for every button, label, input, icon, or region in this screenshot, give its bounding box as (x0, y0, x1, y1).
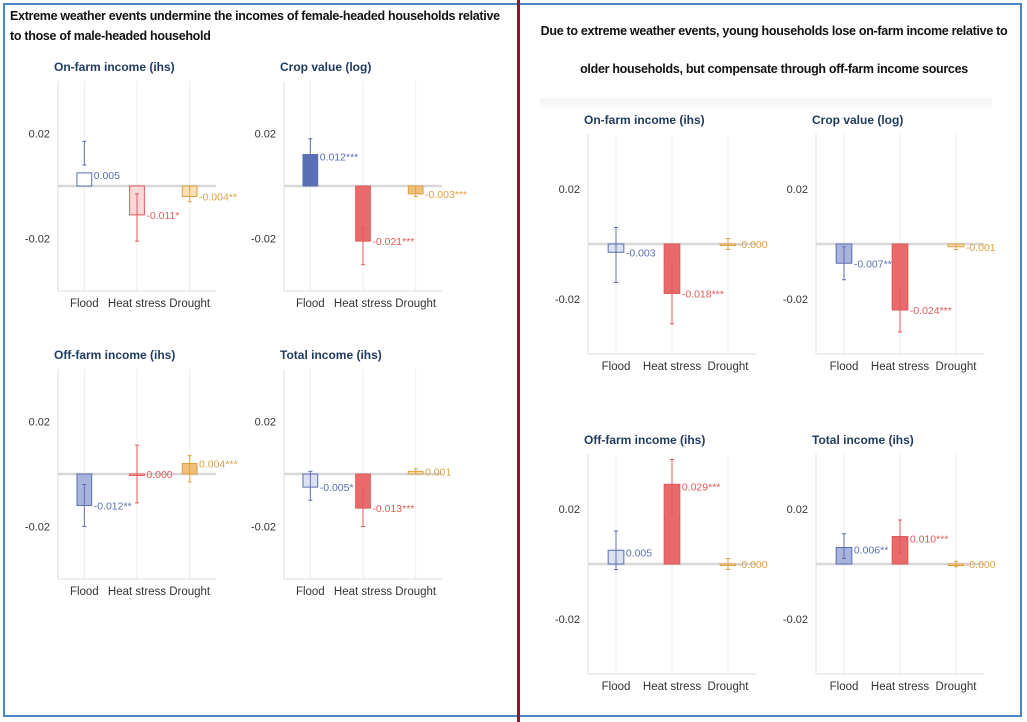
chart-left-total-income: Total income (ihs) 0.02 -0.02 -0.005* Flood -… (236, 343, 452, 601)
x-tick-label: Drought (708, 681, 750, 693)
x-tick-label: Heat stress (871, 361, 929, 373)
x-tick-label: Drought (169, 298, 211, 310)
data-label: 0.029*** (682, 481, 721, 493)
chart-title: Off-farm income (ihs) (584, 433, 705, 447)
chart-right-crop-value: Crop value (log) 0.02 -0.02 -0.007** Flood -0… (768, 108, 996, 376)
y-tick-label: 0.02 (29, 417, 50, 429)
y-tick-label: -0.02 (25, 234, 50, 246)
chart-svg: Total income (ihs) 0.02 -0.02 -0.005* Flood -… (251, 348, 452, 598)
chart-title: Crop value (log) (280, 60, 371, 74)
x-tick-label: Heat stress (871, 681, 929, 693)
x-tick-label: Flood (296, 586, 325, 598)
y-tick-label: 0.02 (29, 129, 50, 141)
chart-svg: Off-farm income (ihs) 0.02 -0.02 0.005 Flood… (555, 433, 768, 693)
chart-svg: Off-farm income (ihs) 0.02 -0.02 -0.012** Fl… (25, 348, 238, 598)
chart-right-off-farm-income: Off-farm income (ihs) 0.02 -0.02 0.005 Flood… (540, 428, 768, 696)
x-tick-label: Drought (936, 361, 978, 373)
y-tick-label: -0.02 (783, 614, 808, 626)
y-tick-label: 0.02 (255, 417, 276, 429)
x-tick-label: Flood (602, 681, 631, 693)
x-tick-label: Flood (830, 681, 859, 693)
data-label: -0.012** (94, 501, 132, 513)
chart-svg: On-farm income (ihs) 0.02 -0.02 0.005 Flood -… (25, 60, 237, 310)
y-tick-label: 0.02 (559, 504, 580, 516)
data-label: 0.005 (626, 547, 652, 559)
x-tick-label: Drought (169, 586, 211, 598)
chart-title: On-farm income (ihs) (54, 60, 175, 74)
figure-frame (3, 3, 1022, 717)
x-tick-label: Heat stress (108, 298, 166, 310)
y-tick-label: -0.02 (555, 614, 580, 626)
data-label: -0.001 (966, 242, 996, 254)
right-panel-heading: Due to extreme weather events, young hou… (540, 24, 1008, 76)
data-label: -0.007** (854, 258, 892, 270)
x-tick-label: Heat stress (334, 586, 392, 598)
data-label: -0.021*** (372, 236, 414, 248)
x-tick-label: Flood (830, 361, 859, 373)
chart-right-on-farm-income: On-farm income (ihs) 0.02 -0.02 -0.003 Flood… (540, 108, 768, 376)
chart-left-off-farm-income: Off-farm income (ihs) 0.02 -0.02 -0.012** Fl… (10, 343, 238, 601)
chart-svg: Crop value (log) 0.02 -0.02 -0.007** Flood -0… (783, 113, 996, 373)
x-tick-label: Heat stress (643, 681, 701, 693)
chart-title: Off-farm income (ihs) (54, 348, 175, 362)
data-label: 0.004*** (199, 459, 238, 471)
data-label: 0.001 (425, 466, 451, 478)
y-tick-label: 0.02 (559, 184, 580, 196)
data-label: -0.000 (738, 239, 768, 251)
y-tick-label: -0.02 (783, 294, 808, 306)
right-panel-shade (540, 98, 992, 110)
chart-title: Total income (ihs) (280, 348, 382, 362)
bar-flood (76, 172, 93, 187)
x-tick-label: Drought (395, 586, 437, 598)
data-label: -0.013*** (372, 503, 414, 515)
x-tick-label: Flood (296, 298, 325, 310)
y-tick-label: -0.02 (251, 234, 276, 246)
y-tick-label: -0.02 (25, 522, 50, 534)
data-label: -0.024*** (910, 305, 952, 317)
chart-left-on-farm-income: On-farm income (ihs) 0.02 -0.02 0.005 Flood -… (10, 55, 237, 313)
data-label: -0.018*** (682, 289, 724, 301)
y-tick-label: -0.02 (555, 294, 580, 306)
chart-svg: On-farm income (ihs) 0.02 -0.02 -0.003 Flood… (555, 113, 768, 373)
x-tick-label: Drought (395, 298, 437, 310)
x-tick-label: Heat stress (334, 298, 392, 310)
chart-left-crop-value: Crop value (log) 0.02 -0.02 0.012*** Flood -0… (236, 55, 467, 313)
x-tick-label: Drought (936, 681, 978, 693)
data-label: -0.000 (966, 559, 996, 571)
data-label: -0.003*** (425, 189, 467, 201)
chart-title: Total income (ihs) (812, 433, 914, 447)
x-tick-label: Flood (602, 361, 631, 373)
chart-svg: Crop value (log) 0.02 -0.02 0.012*** Flood -0… (251, 60, 467, 310)
x-tick-label: Heat stress (108, 586, 166, 598)
chart-right-total-income: Total income (ihs) 0.02 -0.02 0.006** Flood 0… (768, 428, 996, 696)
data-label: -0.003 (626, 247, 656, 259)
data-label: 0.010*** (910, 534, 949, 546)
data-label: -0.000 (738, 559, 768, 571)
chart-title: Crop value (log) (812, 113, 903, 127)
x-tick-label: Flood (70, 298, 99, 310)
left-panel-heading: Extreme weather events undermine the inc… (10, 9, 500, 43)
panel-divider (517, 0, 520, 722)
data-label: 0.012*** (320, 152, 359, 164)
data-label: 0.006** (854, 545, 888, 557)
y-tick-label: 0.02 (255, 129, 276, 141)
y-tick-label: 0.02 (787, 184, 808, 196)
x-tick-label: Drought (708, 361, 750, 373)
data-label: 0.000 (146, 469, 172, 481)
x-tick-label: Heat stress (643, 361, 701, 373)
data-label: -0.005* (320, 482, 354, 494)
x-tick-label: Flood (70, 586, 99, 598)
data-label: -0.004** (199, 192, 237, 204)
y-tick-label: -0.02 (251, 522, 276, 534)
data-label: -0.011* (146, 210, 179, 222)
data-label: 0.005 (94, 170, 120, 182)
chart-svg: Total income (ihs) 0.02 -0.02 0.006** Flood 0… (783, 433, 996, 693)
y-tick-label: 0.02 (787, 504, 808, 516)
chart-title: On-farm income (ihs) (584, 113, 705, 127)
